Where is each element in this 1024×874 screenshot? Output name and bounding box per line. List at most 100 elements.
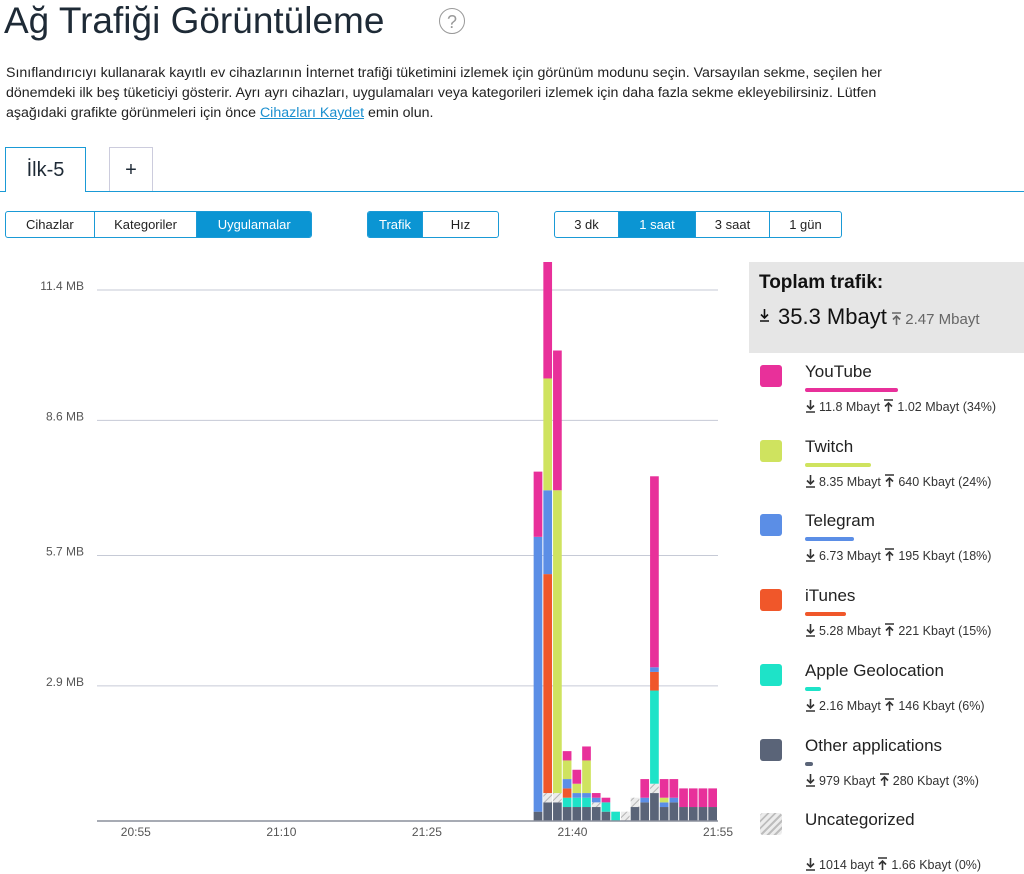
share-label: (0%) (954, 858, 982, 873)
share-bar (805, 388, 899, 392)
y-tick-label: 11.4 MB (40, 279, 84, 293)
bar-segment (650, 476, 659, 668)
bar-segment (630, 797, 640, 808)
add-tab[interactable]: + (109, 147, 153, 191)
bar-segment (698, 788, 708, 808)
bar-segment (669, 802, 679, 821)
bar-segment (572, 793, 582, 798)
toggle-button[interactable]: 3 dk (574, 217, 599, 232)
bar-segment (562, 751, 572, 761)
x-tick-label: 21:40 (557, 825, 587, 839)
arrow (806, 549, 815, 563)
arrow (806, 773, 815, 787)
bar-segment (611, 811, 620, 821)
bar-segment (650, 671, 659, 691)
share-bar (805, 686, 822, 691)
upload-icon (884, 399, 894, 412)
arrow (885, 548, 895, 562)
bar-segment (669, 779, 679, 798)
help-icon[interactable]: ? (439, 8, 465, 34)
bar-segment (572, 783, 582, 794)
arrow (884, 399, 894, 412)
share-label: (3%) (952, 773, 979, 788)
download-icon (806, 698, 815, 712)
share-bar (805, 537, 855, 542)
share-label: (15%) (958, 624, 992, 639)
total-download: 35.3 Mbayt (778, 304, 887, 329)
bar-segment (650, 783, 659, 794)
arrow (760, 309, 769, 322)
arrow (892, 312, 902, 325)
y-tick-label: 2.9 MB (46, 675, 84, 689)
arrow (878, 857, 888, 871)
legend-item: Twitch 8.35 Mbayt 640 Kbayt (24%) (760, 436, 1024, 513)
legend-stats: 11.8 Mbayt 1.02 Mbayt (34%) (805, 399, 996, 414)
register-link[interactable]: Cihazları Kaydet (259, 105, 365, 121)
page-title: Ağ Trafiği Görüntüleme (4, 0, 385, 41)
upload-icon (878, 857, 888, 871)
download-icon (806, 400, 815, 413)
bar-segment (572, 769, 582, 784)
bar-segment (591, 807, 601, 821)
bar-segment (650, 793, 659, 821)
toggle-button[interactable]: Trafik (368, 212, 422, 237)
toggle-button[interactable]: Cihazlar (26, 217, 74, 232)
bar-segment (659, 807, 669, 821)
download-icon (806, 773, 815, 787)
bar-segment (601, 802, 611, 812)
arrow (885, 623, 895, 637)
toggle-button[interactable]: Hız (422, 212, 498, 237)
bar-segment (591, 797, 601, 803)
bar-segment (640, 802, 650, 821)
bar-segment (650, 667, 659, 672)
bar-segment (553, 793, 562, 803)
upload-icon (885, 473, 895, 487)
arrow (806, 858, 815, 871)
toggle-button[interactable]: Uygulamalar (196, 212, 311, 237)
upload-amount: 1.66 Kbayt (891, 858, 952, 873)
description: Sınıflandırıcıyı kullanarak kayıtlı ev c… (6, 63, 926, 123)
bar-segment (640, 797, 650, 803)
toggle-button[interactable]: 1 saat (618, 212, 695, 237)
bar-segment (543, 490, 553, 575)
bar-segment (601, 811, 611, 821)
tab[interactable]: İlk-5 (5, 147, 86, 192)
metric-group: Trafik Hız (367, 211, 499, 238)
share-bar (805, 612, 847, 617)
upload-icon (885, 697, 895, 711)
bar-segment (591, 793, 601, 798)
bar-segment (553, 350, 562, 491)
bar-segment (708, 807, 717, 821)
legend-swatch (760, 365, 782, 387)
legend-item: YouTube 11.8 Mbayt 1.02 Mbayt (34%) (760, 362, 1024, 438)
download-icon (806, 474, 815, 488)
download-amount: 11.8 Mbayt (819, 400, 880, 414)
arrow (879, 772, 889, 786)
arrow (885, 473, 895, 487)
upload-amount: 1.02 Mbayt (897, 400, 960, 414)
download-amount: 979 Kbayt (819, 773, 876, 788)
upload-icon (885, 623, 895, 637)
legend-stats: 2.16 Mbayt 146 Kbayt (6%) (805, 697, 985, 713)
description-text: Sınıflandırıcıyı kullanarak kayıtlı ev c… (6, 65, 882, 121)
bar-segment (553, 490, 562, 794)
y-tick-label: 5.7 MB (46, 545, 84, 559)
bar-segment (698, 807, 708, 821)
toggle-button[interactable]: 3 saat (695, 212, 769, 237)
legend-item: Uncategorized 1014 bayt 1.66 Kbayt (0%) (760, 810, 1024, 874)
toggle-button[interactable]: Kategoriler (93, 212, 197, 237)
tab-divider (0, 191, 1024, 192)
bar-segment (601, 797, 611, 803)
legend-swatch (760, 514, 782, 537)
toggle-button[interactable]: 1 gün (769, 212, 841, 237)
view-mode-group: Cihazlar Kategoriler Uygulamalar (5, 211, 312, 238)
download-amount: 5.28 Mbayt (819, 624, 881, 639)
legend-name: YouTube (805, 362, 872, 381)
legend-stats: 8.35 Mbayt 640 Kbayt (24%) (805, 473, 991, 489)
upload-amount: 146 Kbayt (898, 698, 955, 713)
bar-segment (533, 811, 543, 821)
x-tick-label: 20:55 (121, 825, 151, 839)
total-title: Toplam trafik: (759, 272, 884, 293)
legend-name: Twitch (805, 436, 854, 456)
